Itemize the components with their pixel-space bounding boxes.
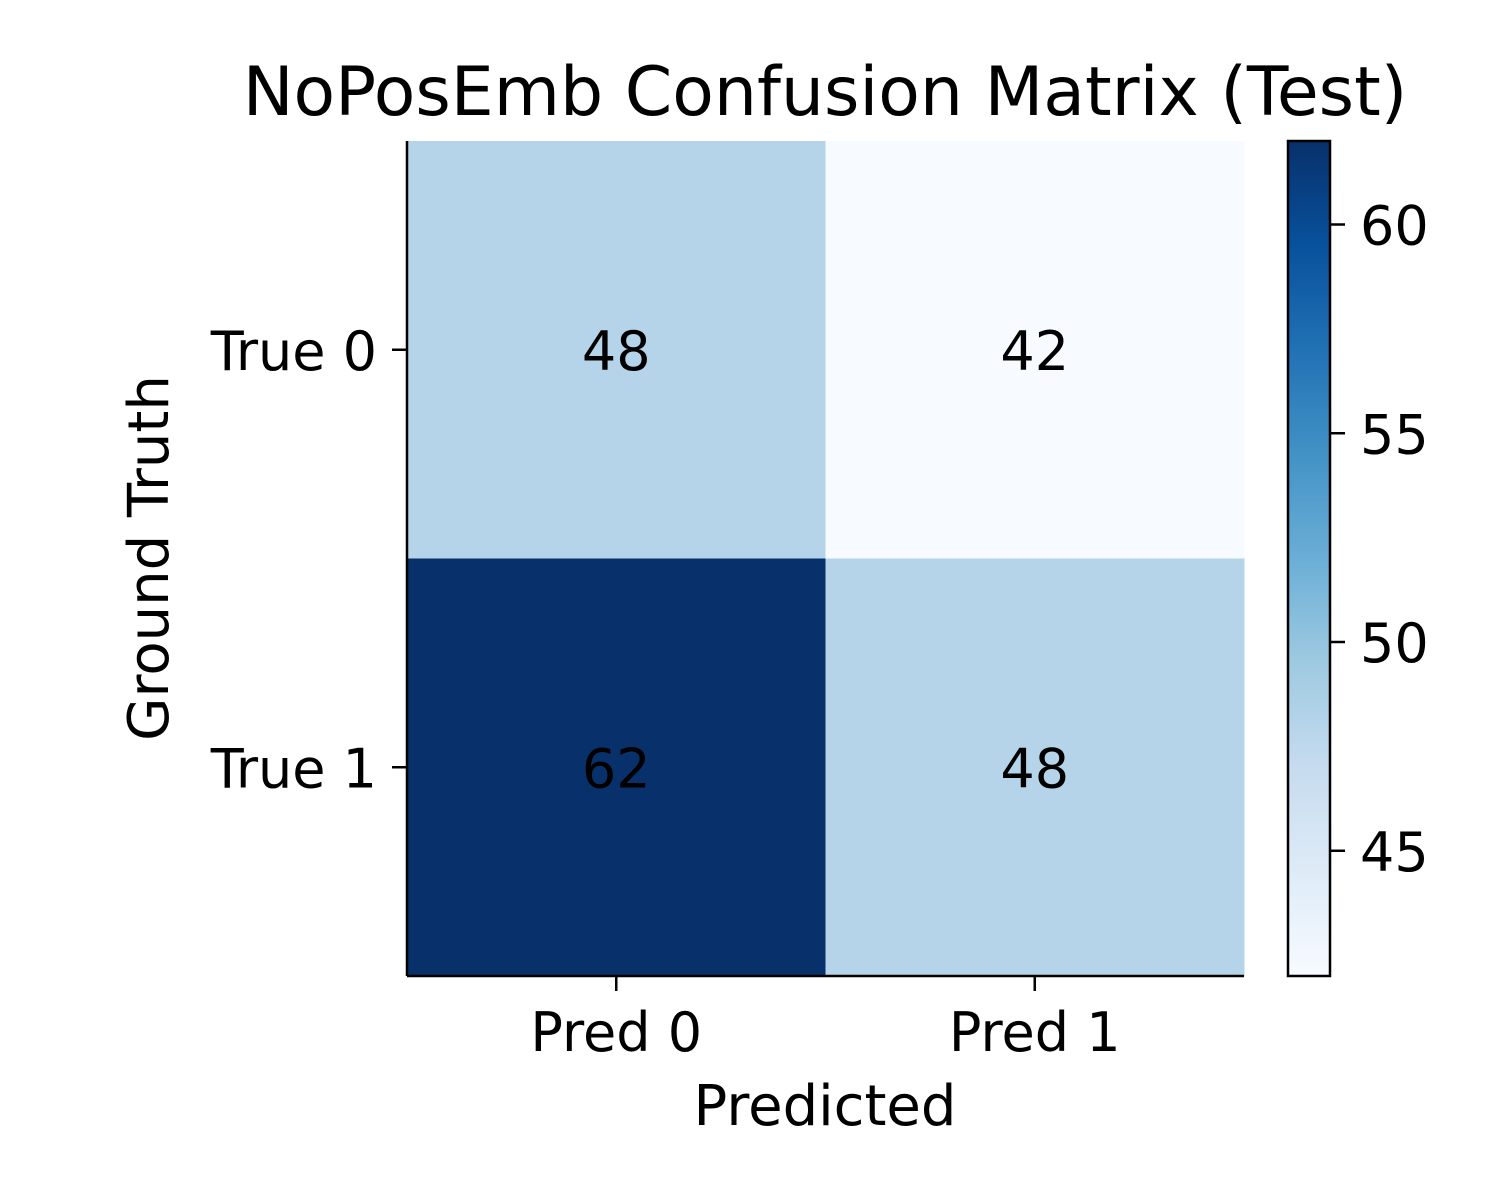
cell-value-label-r1-c0: 62 bbox=[582, 737, 651, 800]
x-axis-ticks: Pred 0 Pred 1 bbox=[530, 976, 1121, 1064]
colorbar-tick-label-3: 60 bbox=[1360, 195, 1429, 258]
y-tick-label-1: True 1 bbox=[210, 737, 377, 800]
colorbar-tick-label-2: 55 bbox=[1360, 403, 1429, 466]
heatmap-cell-r0-c0 bbox=[407, 141, 826, 559]
chart-title: NoPosEmb Confusion Matrix (Test) bbox=[243, 53, 1408, 132]
y-tick-label-0: True 0 bbox=[210, 320, 377, 383]
heatmap-cell-r1-c0 bbox=[407, 558, 826, 977]
x-tick-label-0: Pred 0 bbox=[530, 1001, 702, 1064]
x-tick-label-1: Pred 1 bbox=[949, 1001, 1121, 1064]
heatmap-cell-r0-c1 bbox=[825, 141, 1245, 559]
cell-value-label-r0-c0: 48 bbox=[582, 320, 651, 383]
y-axis-ticks: True 0 True 1 bbox=[210, 320, 407, 800]
heatmap-cells bbox=[407, 141, 1245, 977]
x-axis-label: Predicted bbox=[694, 1074, 957, 1139]
y-axis-label: Ground Truth bbox=[117, 375, 182, 741]
cell-value-label-r1-c1: 48 bbox=[1000, 737, 1069, 800]
colorbar-tick-label-0: 45 bbox=[1360, 821, 1429, 884]
colorbar bbox=[1286, 139, 1332, 978]
colorbar-ticks: 45 50 55 60 bbox=[1330, 195, 1429, 884]
heatmap-cell-labels: 48 42 62 48 bbox=[582, 320, 1069, 801]
cell-value-label-r0-c1: 42 bbox=[1000, 320, 1069, 383]
heatmap-cell-r1-c1 bbox=[825, 558, 1245, 977]
colorbar-tick-label-1: 50 bbox=[1360, 612, 1429, 675]
